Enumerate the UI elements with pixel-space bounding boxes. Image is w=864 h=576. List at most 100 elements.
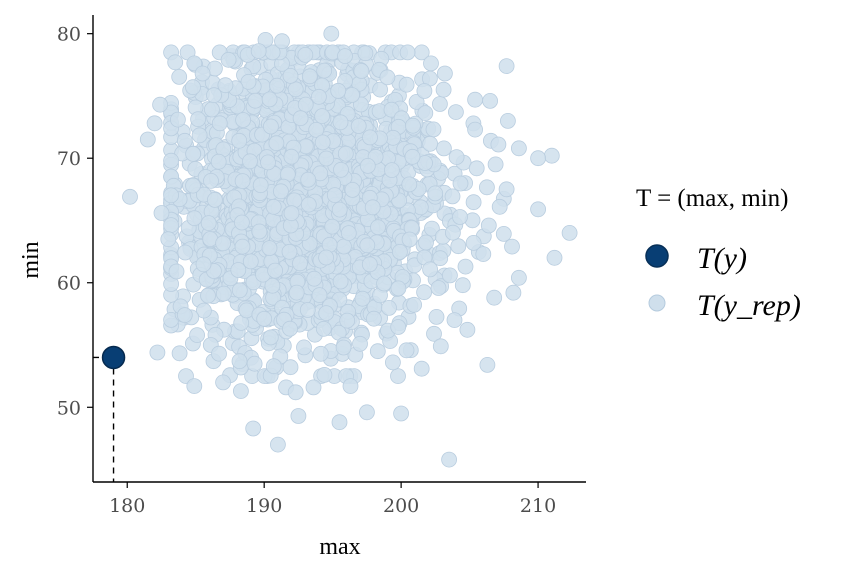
replicate-point xyxy=(454,277,471,294)
replicate-point xyxy=(408,94,425,110)
replicate-point xyxy=(446,312,463,329)
legend-label-observed: T(y) xyxy=(697,242,747,275)
replicate-point xyxy=(475,246,492,263)
y-tick-label: 50 xyxy=(57,397,81,419)
replicate-point xyxy=(316,366,333,383)
replicate-point xyxy=(432,338,449,355)
y-axis-title: min xyxy=(18,241,44,278)
replicate-point xyxy=(269,77,285,94)
replicate-point xyxy=(417,105,434,121)
replicate-point xyxy=(467,121,484,138)
y-axis-ticks: 50 60 70 80 xyxy=(57,24,93,419)
replicate-point xyxy=(465,234,482,251)
replicate-point xyxy=(314,108,331,124)
replicate-point xyxy=(168,263,185,280)
y-tick-label: 80 xyxy=(57,24,81,46)
y-tick-label: 60 xyxy=(57,273,81,295)
replicate-point xyxy=(190,111,207,128)
replicate-point xyxy=(262,118,279,135)
replicate-point xyxy=(383,101,400,118)
replicate-point xyxy=(220,51,237,68)
y-tick-label: 70 xyxy=(57,148,81,170)
x-axis-title: max xyxy=(319,534,360,560)
replicate-point xyxy=(486,289,503,306)
replicate-point xyxy=(318,249,335,266)
replicate-point xyxy=(459,321,476,338)
replicate-point xyxy=(318,150,335,167)
replicate-point xyxy=(231,353,248,370)
legend-key-replicated xyxy=(648,294,666,312)
replicate-point xyxy=(530,201,546,218)
replicate-point xyxy=(262,329,279,346)
replicate-point xyxy=(372,81,389,98)
replicate-point xyxy=(167,54,184,71)
replicate-point xyxy=(511,140,527,157)
replicate-point xyxy=(452,175,469,192)
replicate-point xyxy=(177,244,194,261)
replicate-point xyxy=(282,359,299,376)
replicate-point xyxy=(358,404,375,421)
replicate-point xyxy=(283,148,300,165)
replicate-point xyxy=(122,188,138,205)
replicate-point xyxy=(217,77,234,94)
replicate-point xyxy=(546,249,563,266)
replicate-point xyxy=(491,198,508,215)
replicate-point xyxy=(432,250,449,267)
replicate-point xyxy=(404,148,421,165)
replicate-point xyxy=(292,255,308,272)
observed-point xyxy=(101,345,126,370)
replicate-point xyxy=(234,238,251,255)
replicate-point xyxy=(498,58,515,74)
replicate-point xyxy=(265,198,282,215)
replicate-point xyxy=(252,177,269,194)
replicate-point xyxy=(308,121,325,138)
replicate-point xyxy=(412,199,429,216)
replicate-point xyxy=(297,47,314,63)
replicate-point xyxy=(287,384,304,401)
replicate-point xyxy=(191,127,208,144)
replicate-point xyxy=(511,269,527,286)
replicate-point xyxy=(323,25,340,42)
replicate-point xyxy=(357,45,374,62)
replicate-point xyxy=(495,225,512,242)
replicate-point xyxy=(383,162,400,179)
replicate-point xyxy=(330,82,347,99)
replicate-point xyxy=(480,217,497,234)
legend-title: T = (max, min) xyxy=(636,185,789,212)
replicate-point xyxy=(479,356,496,373)
replicate-point xyxy=(324,218,341,235)
replicate-point xyxy=(292,110,309,127)
replicate-point xyxy=(452,209,468,225)
replicate-point xyxy=(404,117,421,134)
replicate-point xyxy=(312,345,329,362)
replicate-point xyxy=(264,277,281,294)
replicate-point xyxy=(185,79,201,96)
replicate-point xyxy=(265,358,282,375)
replicate-point xyxy=(211,345,227,362)
replicate-point xyxy=(163,217,180,234)
replicate-point xyxy=(390,368,406,385)
replicate-point xyxy=(342,378,359,395)
replicate-point xyxy=(384,354,401,371)
replicate-point xyxy=(300,171,317,188)
replicate-point xyxy=(390,319,407,335)
replicate-point xyxy=(287,81,304,98)
replicate-point xyxy=(195,302,212,319)
replicate-point xyxy=(561,224,578,241)
replicate-point xyxy=(297,96,314,113)
legend-label-replicated: T(y_rep) xyxy=(697,289,801,322)
replicate-point xyxy=(146,115,163,132)
replicate-point xyxy=(211,115,228,132)
replicate-point xyxy=(200,215,217,232)
replicate-point xyxy=(352,335,368,352)
replicate-point xyxy=(344,87,360,103)
replicate-point xyxy=(310,88,327,105)
replicate-point xyxy=(234,173,251,190)
replicate-point xyxy=(422,135,439,152)
observed-point-layer xyxy=(93,345,126,482)
replicate-point xyxy=(335,238,352,255)
replicate-point xyxy=(416,284,433,301)
replicate-point xyxy=(171,69,188,85)
replicate-point xyxy=(261,240,278,257)
